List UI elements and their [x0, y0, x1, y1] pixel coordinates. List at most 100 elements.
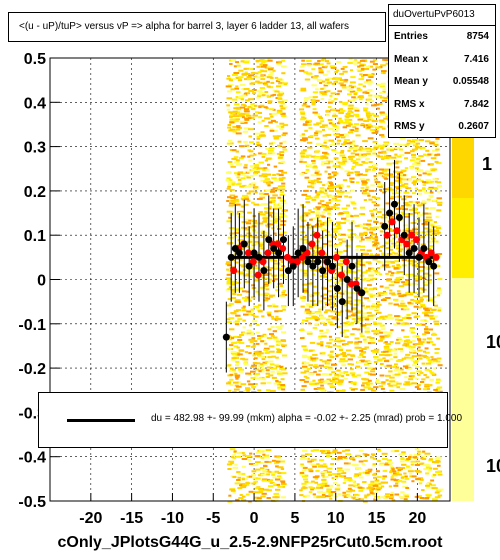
density-cell	[427, 212, 432, 215]
density-cell	[312, 326, 318, 329]
density-cell	[410, 463, 414, 466]
density-cell	[340, 150, 345, 152]
density-cell	[248, 383, 254, 386]
density-cell	[303, 123, 308, 126]
density-cell	[319, 315, 325, 318]
density-cell	[358, 155, 364, 158]
density-cell	[254, 357, 258, 360]
density-cell	[248, 98, 254, 101]
density-cell	[232, 125, 237, 128]
density-cell	[365, 170, 369, 173]
density-cell	[244, 228, 250, 231]
density-cell	[325, 146, 330, 149]
density-cell	[320, 59, 325, 62]
density-cell	[322, 73, 328, 76]
stats-value: 7.416	[463, 53, 489, 65]
density-cell	[232, 466, 239, 469]
density-cell	[248, 190, 255, 193]
density-cell	[437, 185, 443, 188]
density-cell	[365, 236, 372, 239]
density-cell	[232, 336, 238, 338]
density-cell	[374, 272, 380, 275]
density-cell	[250, 345, 256, 348]
density-cell	[263, 81, 268, 84]
density-cell	[255, 342, 260, 345]
density-cell	[268, 295, 273, 298]
density-cell	[261, 61, 266, 64]
density-cell	[303, 236, 307, 238]
density-cell	[342, 66, 348, 68]
density-cell	[312, 465, 317, 468]
density-cell	[257, 389, 262, 392]
density-cell	[370, 480, 375, 483]
density-cell	[399, 137, 406, 140]
density-cell	[394, 281, 400, 284]
density-cell	[243, 274, 249, 277]
black-marker	[255, 253, 263, 261]
density-cell	[264, 178, 270, 181]
density-cell	[320, 496, 326, 499]
density-cell	[371, 216, 375, 219]
density-cell	[300, 297, 307, 300]
density-cell	[401, 198, 407, 201]
density-cell	[320, 389, 326, 392]
density-cell	[420, 146, 426, 149]
footer-filename: cOnly_JPlotsG44G_u_2.5-2.9NFP25rCut0.5cm…	[57, 534, 443, 551]
density-cell	[422, 450, 426, 453]
density-cell	[373, 386, 379, 389]
x-tick-label: 0	[250, 510, 259, 527]
density-cell	[410, 273, 414, 276]
density-cell	[301, 59, 305, 62]
density-cell	[386, 162, 392, 165]
density-cell	[337, 457, 343, 460]
density-cell	[338, 233, 342, 236]
density-cell	[305, 171, 309, 174]
red-marker	[274, 240, 282, 248]
density-cell	[328, 175, 335, 178]
density-cell	[226, 200, 230, 202]
density-cell	[429, 458, 433, 461]
density-cell	[307, 72, 313, 75]
density-cell	[327, 187, 331, 190]
density-cell	[320, 92, 325, 94]
density-cell	[267, 102, 272, 104]
density-cell	[245, 185, 252, 188]
density-cell	[379, 222, 383, 225]
red-marker	[337, 271, 345, 279]
density-cell	[235, 150, 240, 153]
density-cell	[250, 77, 254, 80]
density-cell	[324, 147, 331, 150]
density-cell	[302, 495, 307, 498]
density-cell	[394, 363, 398, 366]
density-cell	[348, 158, 354, 161]
density-cell	[397, 348, 404, 351]
density-cell	[430, 224, 435, 227]
density-cell	[382, 90, 386, 93]
density-cell	[432, 199, 436, 202]
density-cell	[336, 467, 343, 470]
density-cell	[303, 100, 309, 103]
density-cell	[340, 84, 347, 87]
density-cell	[397, 292, 402, 295]
density-cell	[320, 205, 326, 208]
density-cell	[248, 338, 255, 341]
density-cell	[436, 201, 443, 204]
density-cell	[382, 191, 387, 194]
density-cell	[344, 170, 350, 173]
density-cell	[332, 449, 338, 452]
density-cell	[315, 252, 319, 255]
density-cell	[382, 88, 387, 91]
density-cell	[359, 146, 364, 149]
red-marker	[313, 231, 321, 239]
density-cell	[279, 385, 286, 388]
density-cell	[277, 328, 283, 330]
density-cell	[328, 127, 334, 130]
density-cell	[378, 168, 384, 171]
density-cell	[255, 368, 260, 371]
density-cell	[416, 354, 422, 357]
density-cell	[316, 177, 321, 180]
density-cell	[266, 94, 270, 97]
density-cell	[384, 241, 389, 244]
density-cell	[399, 388, 406, 390]
density-cell	[258, 152, 263, 155]
